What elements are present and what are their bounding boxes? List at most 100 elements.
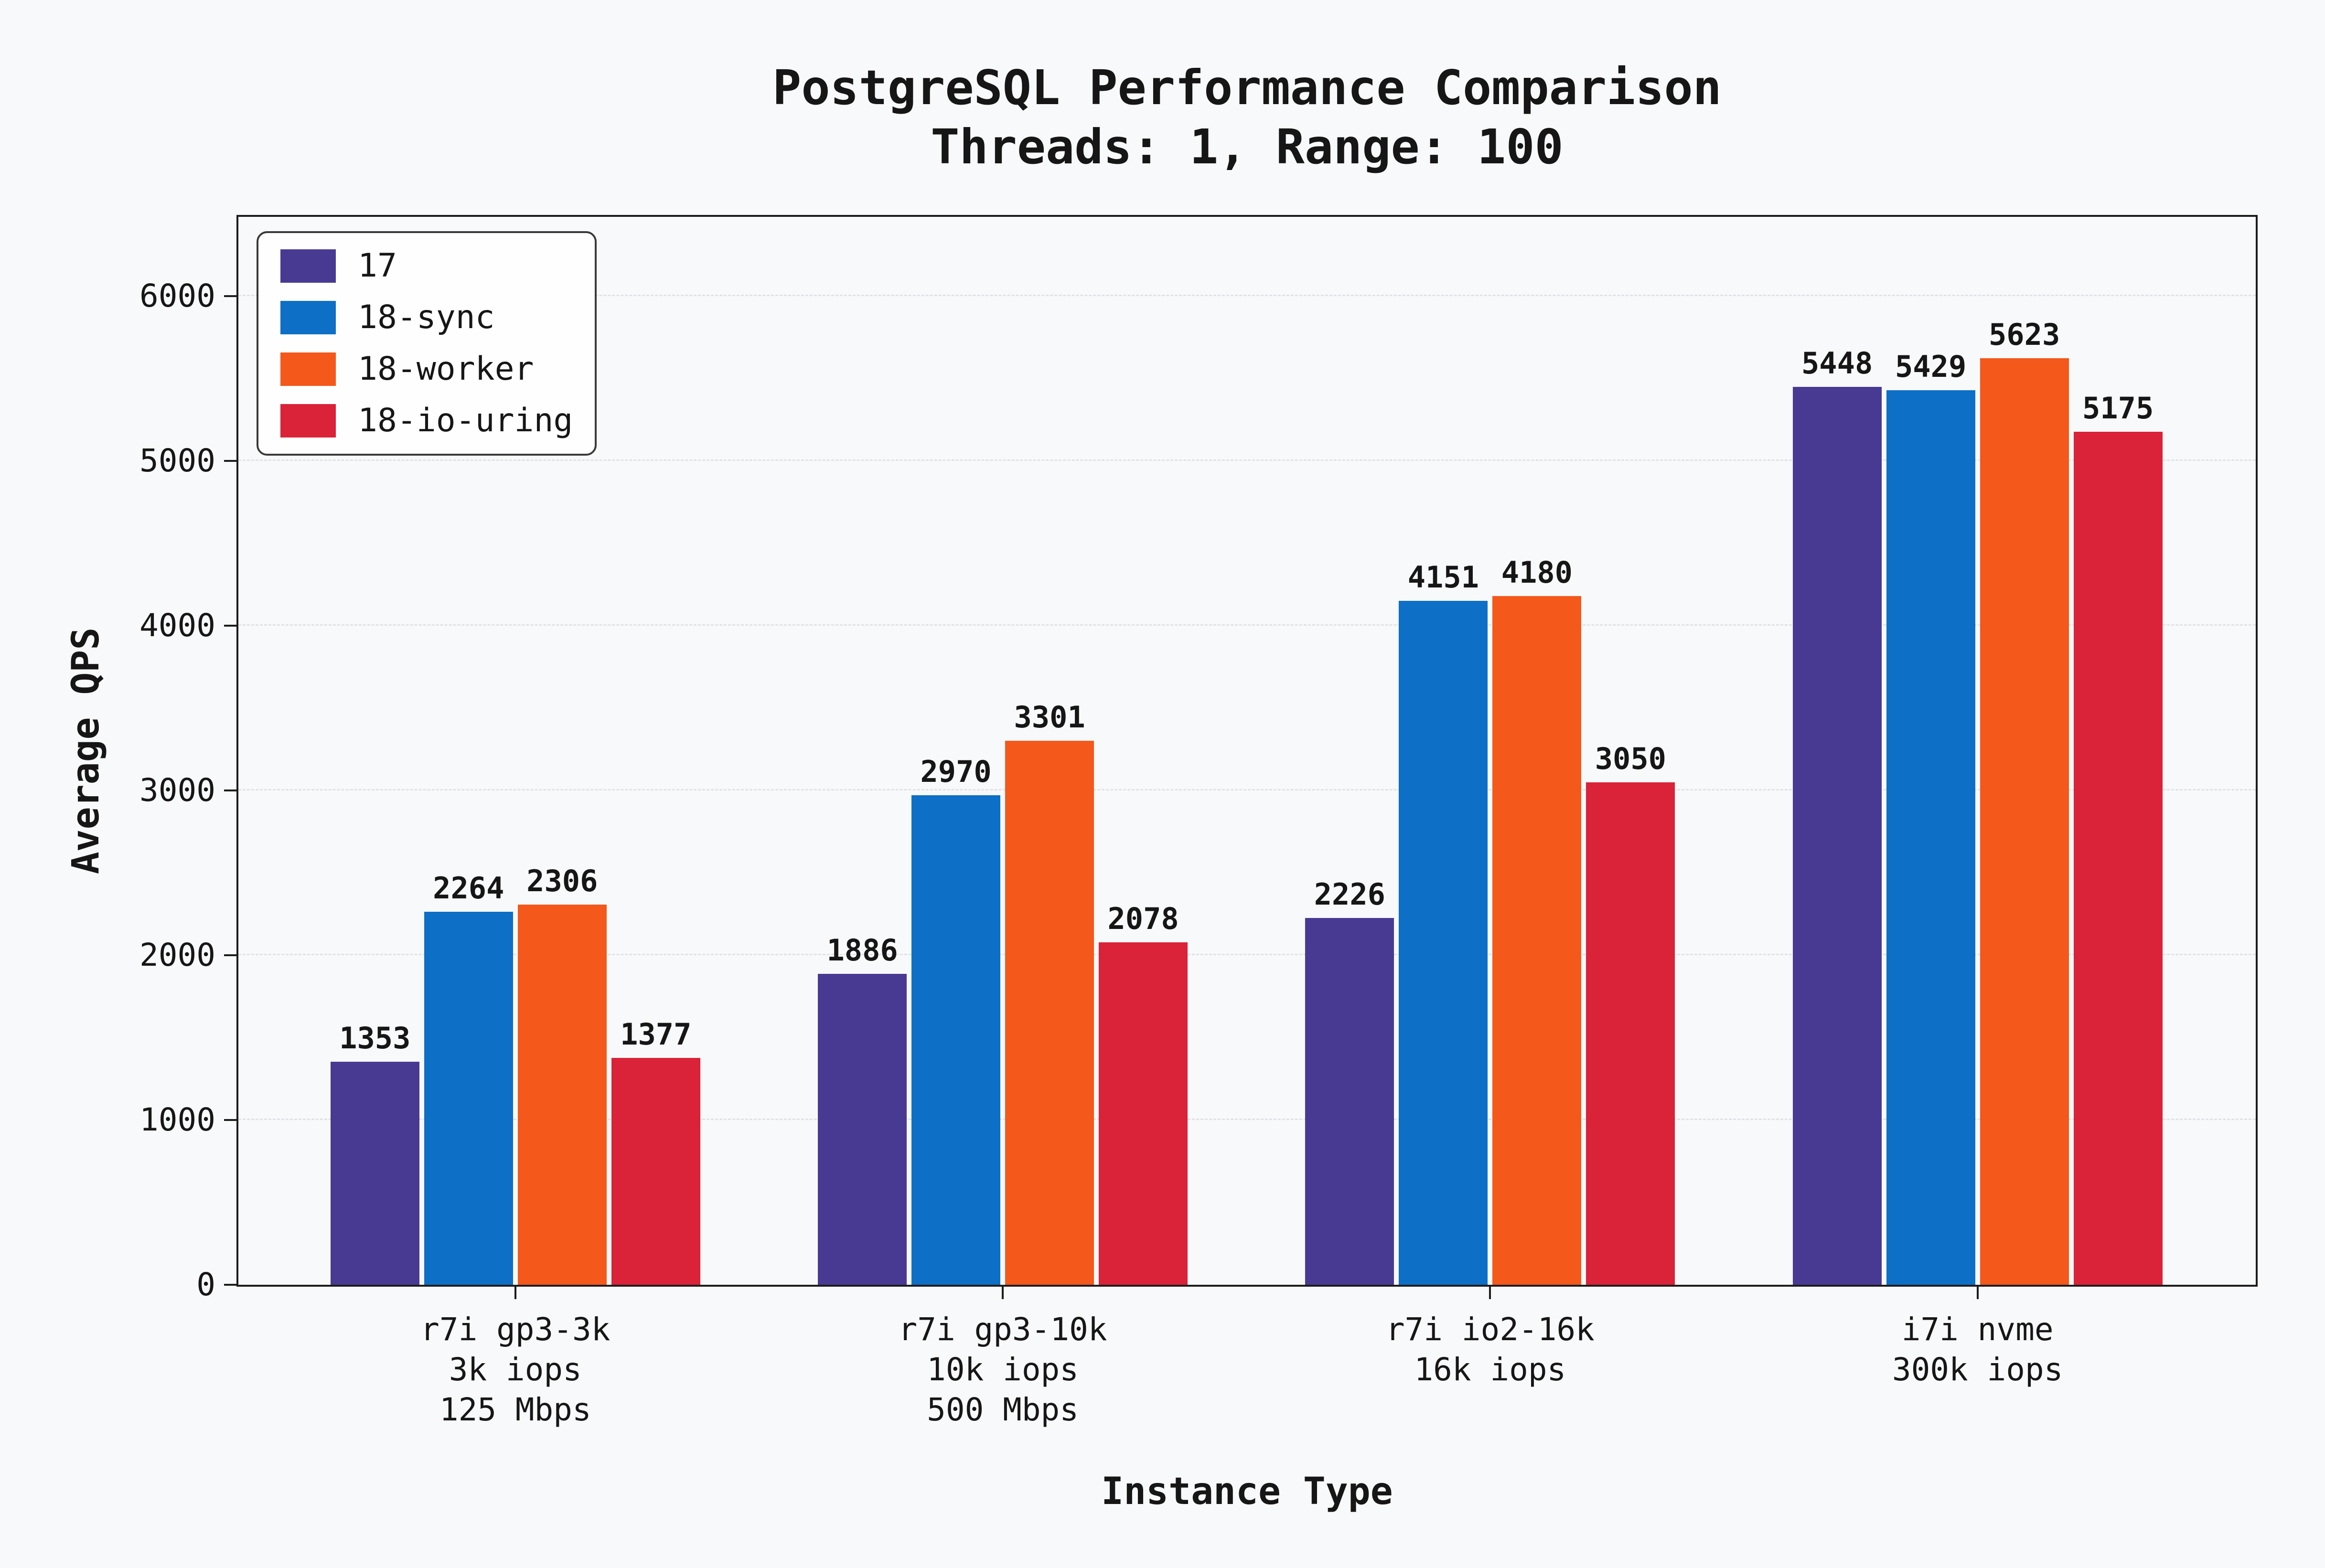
gridline <box>238 953 2256 955</box>
x-category-line: i7i nvme <box>1901 1311 2054 1348</box>
gridline <box>238 789 2256 790</box>
bar-18-io-uring <box>1099 942 1188 1285</box>
plot-area: 17 18-sync 18-worker 18-io-uring 0 1000 2000 3… <box>139 215 2258 1428</box>
x-category-line: 125 Mbps <box>439 1391 591 1428</box>
bar-value-label: 4180 <box>1501 555 1573 590</box>
bar-group: 2226 4151 4180 3050 r7i io2-16k 16k iops <box>1305 217 1675 1388</box>
bar-cell: 3301 <box>1005 217 1094 1285</box>
y-tick-mark <box>224 1119 236 1121</box>
chart-title: PostgreSQL Performance Comparison <box>772 60 1722 116</box>
bar-group: 1353 2264 2306 1377 r7i gp3-3k 3k iops 125 Mbp… <box>330 217 700 1428</box>
bar-cell: 1353 <box>330 217 419 1285</box>
bar-value-label: 2264 <box>433 870 504 906</box>
bar-17 <box>330 1062 419 1285</box>
bar-17 <box>1792 387 1882 1285</box>
bar-cell: 1886 <box>818 217 907 1285</box>
y-tick-mark <box>224 1284 236 1286</box>
bar-cell: 1377 <box>611 217 700 1285</box>
gridline <box>238 624 2256 626</box>
bar-18-io-uring <box>2073 432 2163 1285</box>
bar-value-label: 1377 <box>620 1016 692 1052</box>
x-tick-mark <box>514 1287 516 1299</box>
bar-cell: 3050 <box>1586 217 1675 1285</box>
bar-group: 5448 5429 5623 5175 i7i nvme 300k iops <box>1792 217 2163 1388</box>
legend-item: 18-io-uring <box>280 404 573 437</box>
y-tick-mark <box>224 459 236 462</box>
y-tick-label: 5000 <box>139 442 215 479</box>
bar-value-label: 5175 <box>2082 391 2154 426</box>
y-axis-title: Average QPS <box>64 627 107 875</box>
y-tick-label: 2000 <box>139 936 215 973</box>
gridline <box>238 1118 2256 1120</box>
bar-18-io-uring <box>1586 782 1675 1285</box>
x-category-line: 300k iops <box>1892 1351 2063 1388</box>
bar-cell: 5623 <box>1980 217 2069 1285</box>
bar-value-label: 2078 <box>1107 901 1179 936</box>
bar-group: 1886 2970 3301 2078 r7i gp3-10k 10k iops 500 M… <box>818 217 1188 1428</box>
legend-item: 18-sync <box>280 301 573 334</box>
bar-value-label: 5429 <box>1895 349 1967 384</box>
y-tick-mark <box>224 295 236 297</box>
bar-cell: 2226 <box>1305 217 1394 1285</box>
y-tick-label: 0 <box>196 1266 215 1303</box>
bar-cell: 5448 <box>1792 217 1882 1285</box>
chart-subtitle: Threads: 1, Range: 100 <box>931 119 1564 175</box>
x-category-line: r7i io2-16k <box>1385 1311 1595 1348</box>
y-tick-mark <box>224 789 236 791</box>
y-tick-label: 4000 <box>139 607 215 644</box>
bar-value-label: 2970 <box>920 754 992 789</box>
bar-18-sync <box>424 911 513 1285</box>
x-category-line: 3k iops <box>449 1351 582 1388</box>
x-category-line: r7i gp3-3k <box>420 1311 611 1348</box>
legend-swatch <box>280 249 336 283</box>
legend-item: 18-worker <box>280 352 573 386</box>
bar-18-worker <box>1980 358 2069 1285</box>
x-category-line: 10k iops <box>927 1351 1079 1388</box>
bar-value-label: 4151 <box>1407 559 1479 595</box>
bar-value-label: 3301 <box>1014 699 1085 735</box>
x-axis-title: Instance Type <box>1101 1470 1393 1513</box>
x-tick-mark <box>1002 1287 1004 1299</box>
legend: 17 18-sync 18-worker 18-io-uring <box>257 231 597 456</box>
legend-swatch <box>280 301 336 334</box>
y-tick-label: 1000 <box>139 1101 215 1138</box>
bar-value-label: 5448 <box>1801 346 1873 381</box>
bar-18-worker <box>517 905 607 1285</box>
bar-18-worker <box>1005 740 1094 1285</box>
legend-label: 18-worker <box>358 350 534 388</box>
bar-value-label: 2226 <box>1314 876 1386 912</box>
x-category-line: r7i gp3-10k <box>898 1311 1107 1348</box>
gridline <box>238 294 2256 296</box>
bar-18-sync <box>1399 600 1488 1285</box>
legend-label: 17 <box>358 247 397 285</box>
y-tick-mark <box>224 954 236 956</box>
bar-cell: 2078 <box>1099 217 1188 1285</box>
bar-18-sync <box>1886 390 1975 1285</box>
bar-cell: 2970 <box>911 217 1001 1285</box>
bar-value-label: 5623 <box>1988 317 2060 352</box>
bar-cell: 5175 <box>2073 217 2163 1285</box>
x-category-label: r7i gp3-10k 10k iops 500 Mbps <box>899 1310 1107 1430</box>
gridline <box>238 459 2256 461</box>
x-tick-mark <box>1976 1287 1979 1299</box>
bar-18-io-uring <box>611 1057 700 1285</box>
x-category-line: 500 Mbps <box>927 1391 1079 1428</box>
bar-17 <box>818 974 907 1285</box>
legend-item: 17 <box>280 249 573 283</box>
legend-label: 18-sync <box>358 299 495 336</box>
x-category-label: r7i io2-16k 16k iops <box>1386 1310 1595 1390</box>
y-tick-mark <box>224 624 236 627</box>
bar-18-worker <box>1492 596 1582 1285</box>
x-tick-mark <box>1489 1287 1491 1299</box>
bar-17 <box>1305 917 1394 1285</box>
legend-swatch <box>280 352 336 386</box>
bar-value-label: 3050 <box>1595 741 1667 776</box>
bar-value-label: 1886 <box>826 933 898 968</box>
legend-swatch <box>280 404 336 437</box>
x-category-line: 16k iops <box>1414 1351 1566 1388</box>
bar-cell: 2264 <box>424 217 513 1285</box>
bar-cell: 2306 <box>517 217 607 1285</box>
bar-value-label: 2306 <box>526 864 598 899</box>
x-category-label: i7i nvme 300k iops <box>1892 1310 2063 1390</box>
